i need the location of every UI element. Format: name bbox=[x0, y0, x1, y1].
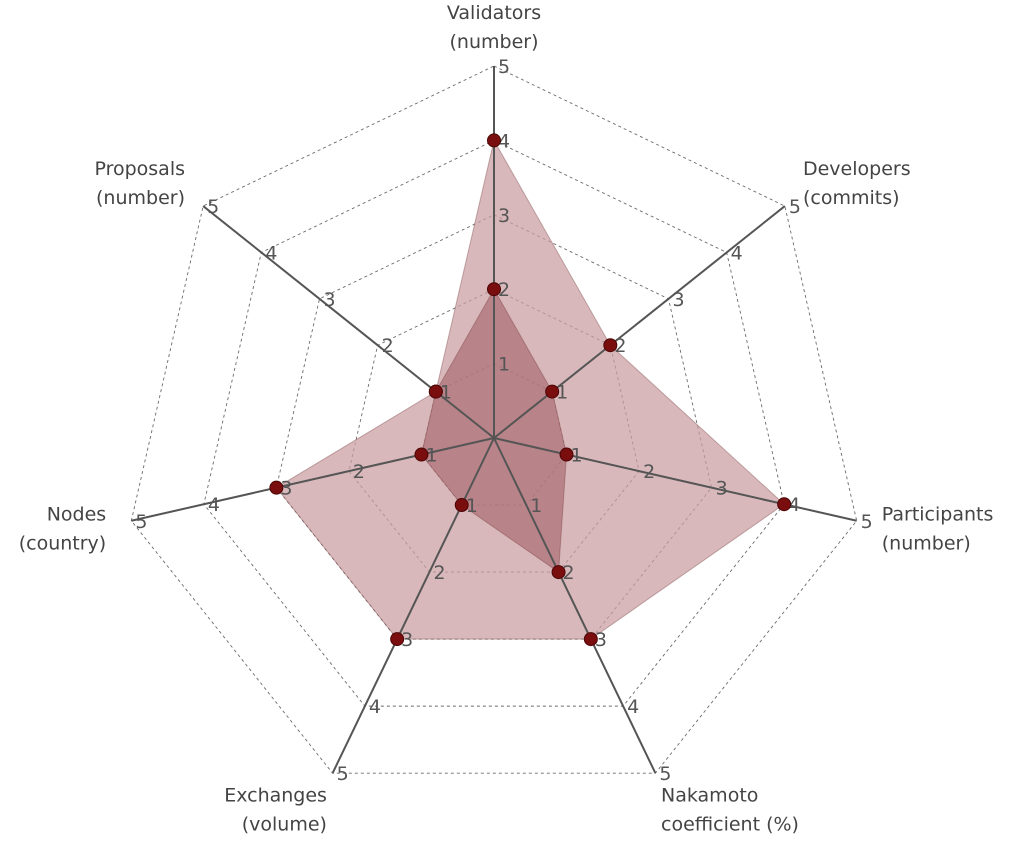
axis-spoke-6 bbox=[131, 437, 495, 522]
tick-label: 2 bbox=[614, 335, 626, 357]
tick-label: 5 bbox=[135, 511, 147, 533]
tick-label: 3 bbox=[595, 629, 607, 651]
tick-label: 3 bbox=[498, 205, 510, 227]
axis-spoke-2 bbox=[493, 205, 786, 439]
data-point-inner-1 bbox=[487, 282, 501, 297]
tick-label: 4 bbox=[731, 242, 743, 264]
tick-label: 5 bbox=[498, 56, 510, 78]
data-point-inner-3 bbox=[559, 447, 574, 462]
tick-label: 2 bbox=[643, 461, 655, 483]
axis-label-1: Validators (number) bbox=[447, 2, 541, 53]
tick-label: 5 bbox=[337, 763, 349, 785]
tick-label: 2 bbox=[433, 562, 445, 584]
series-layer bbox=[275, 139, 785, 640]
tick-label: 5 bbox=[659, 763, 671, 785]
tick-label: 5 bbox=[207, 196, 219, 218]
tick-label-layer: 1 2 3 4 5 1 2 3 4 5 1 2 3 4 5 1 2 3 4 5 1 2 3 4 5 1 2 3 4 5 1 2 3 4 5 bbox=[135, 56, 872, 785]
axis-spoke-4 bbox=[493, 437, 657, 774]
tick-label: 1 bbox=[440, 382, 452, 404]
grid-ring-4 bbox=[203, 139, 785, 707]
axis-label-7: Proposals (number) bbox=[94, 158, 185, 209]
tick-label: 5 bbox=[861, 511, 873, 533]
tick-label: 4 bbox=[788, 494, 800, 516]
tick-label: 4 bbox=[369, 696, 381, 718]
tick-label: 5 bbox=[789, 196, 801, 218]
axis-label-layer: Validators (number) Developers (commits) Par… bbox=[19, 2, 994, 836]
data-point-outer-5 bbox=[390, 632, 405, 647]
tick-label: 4 bbox=[498, 130, 510, 152]
tick-label: 2 bbox=[353, 461, 365, 483]
data-point-layer bbox=[269, 133, 792, 647]
series-outline-outer bbox=[275, 139, 785, 640]
axis-label-6: Nodes (country) bbox=[19, 503, 107, 554]
axis-label-5: Exchanges (volume) bbox=[224, 785, 327, 836]
tick-label: 2 bbox=[498, 279, 510, 301]
tick-label: 3 bbox=[673, 289, 685, 311]
data-point-outer-3 bbox=[777, 497, 792, 512]
axis-label-4: Nakamoto coefficient (%) bbox=[661, 785, 799, 836]
series-outline-inner bbox=[420, 288, 568, 573]
tick-label: 3 bbox=[280, 478, 292, 500]
axis-layer bbox=[131, 66, 857, 774]
axis-spoke-5 bbox=[331, 437, 495, 774]
tick-label: 1 bbox=[530, 495, 542, 517]
data-point-outer-2 bbox=[603, 338, 618, 353]
axis-spoke-7 bbox=[202, 205, 495, 439]
tick-label: 3 bbox=[401, 629, 413, 651]
tick-label: 3 bbox=[716, 478, 728, 500]
data-point-inner-2 bbox=[545, 384, 560, 399]
tick-label: 1 bbox=[425, 445, 437, 467]
tick-label: 2 bbox=[563, 562, 575, 584]
tick-label: 2 bbox=[382, 335, 394, 357]
data-point-outer-6 bbox=[269, 480, 284, 495]
axis-spoke-3 bbox=[493, 437, 857, 522]
data-point-outer-1 bbox=[487, 133, 501, 148]
tick-label: 4 bbox=[627, 696, 639, 718]
data-point-outer-4 bbox=[583, 632, 598, 647]
grid-ring-5 bbox=[130, 65, 858, 774]
tick-label: 3 bbox=[323, 289, 335, 311]
tick-label: 1 bbox=[556, 382, 568, 404]
tick-label: 4 bbox=[265, 242, 277, 264]
tick-label: 1 bbox=[498, 354, 510, 376]
tick-label: 1 bbox=[571, 445, 583, 467]
data-point-inner-6 bbox=[414, 447, 429, 462]
axis-label-2: Developers (commits) bbox=[803, 158, 911, 209]
data-point-inner-7 bbox=[428, 384, 443, 399]
tick-label: 1 bbox=[466, 495, 478, 517]
data-point-inner-5 bbox=[454, 498, 469, 513]
tick-label: 4 bbox=[208, 494, 220, 516]
grid-ring-3 bbox=[275, 214, 713, 640]
axis-label-3: Participants (number) bbox=[882, 503, 994, 554]
data-point-inner-4 bbox=[551, 565, 566, 580]
